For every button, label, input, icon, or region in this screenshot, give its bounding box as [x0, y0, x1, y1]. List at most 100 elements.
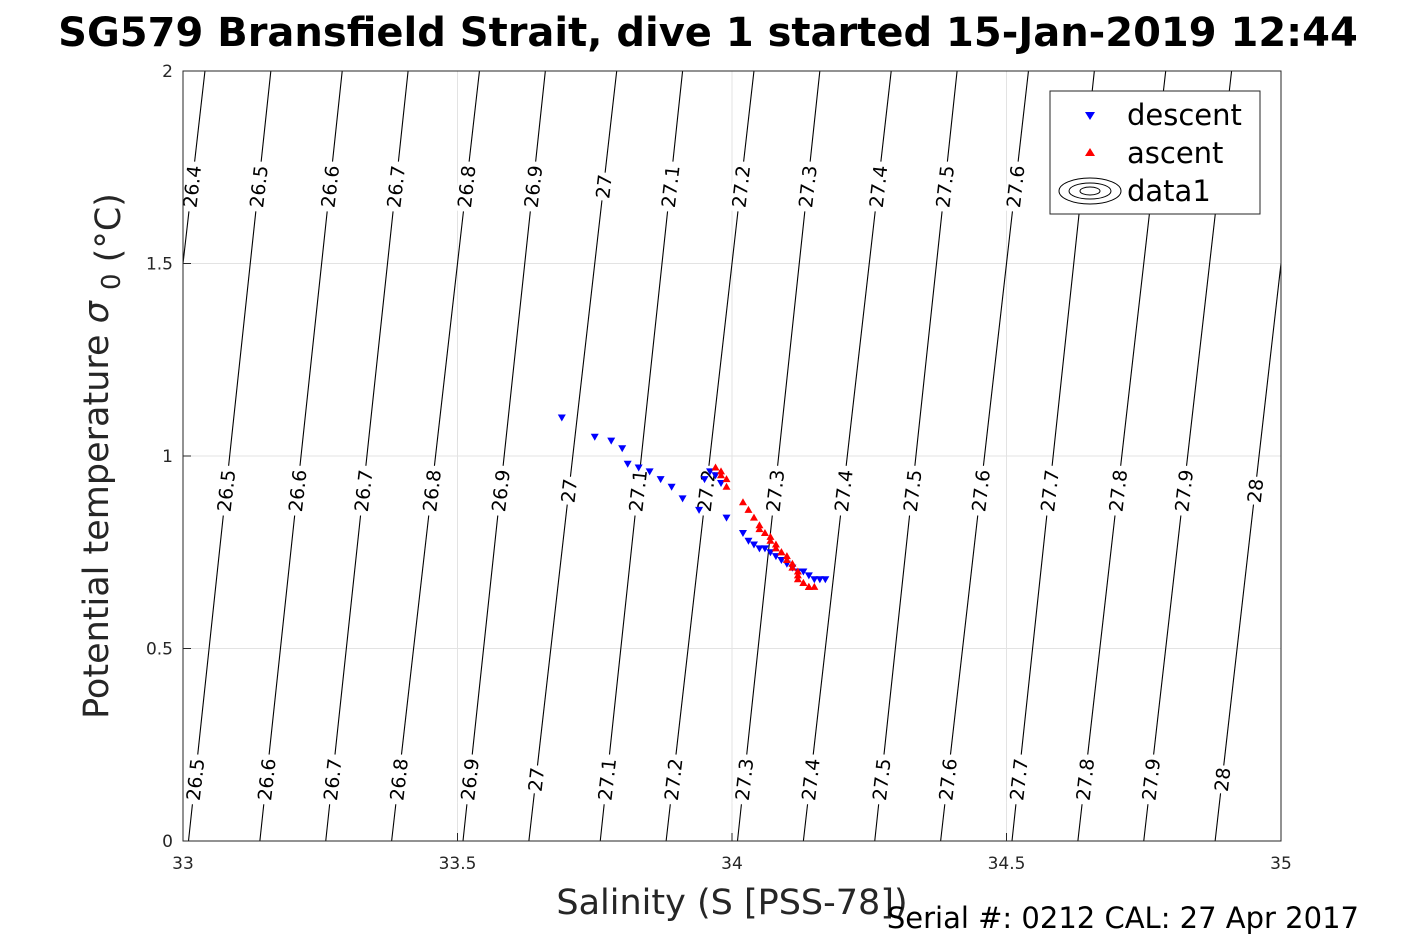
axis-ticks: 33 33.5 34 34.5 35 0 0.5 1 1.5 2: [146, 62, 1292, 874]
ascent-point: [810, 582, 819, 590]
contour-label-bg: [558, 475, 580, 506]
contour-label: 27.2: [694, 464, 720, 517]
contour-label-bg: [1073, 753, 1097, 806]
contour-label-text: 27.9: [1171, 468, 1198, 513]
contour-label-text: 27.6: [935, 757, 962, 802]
contour-label: 28: [1211, 764, 1235, 795]
contour-label-bg: [285, 464, 310, 517]
x-axis-label: Salinity (S [PSS-78]): [556, 883, 907, 923]
contour-label-bg: [763, 464, 787, 517]
contour-label-text: 27.3: [732, 757, 759, 802]
ascent-point: [788, 563, 797, 571]
y-tick-label: 1: [162, 447, 173, 467]
contour-label: 28: [1244, 475, 1269, 506]
descent-point: [678, 495, 687, 503]
contour-label-bg: [593, 171, 615, 202]
contour-label-bg: [246, 160, 271, 213]
contour-label: 27.3: [795, 160, 822, 213]
contour-label-bg: [521, 160, 545, 213]
contour-label: 27.6: [935, 753, 962, 806]
ascent-point: [782, 552, 791, 560]
contour-label-bg: [732, 753, 756, 806]
contour-label-bg: [183, 753, 207, 806]
descent-point: [645, 468, 654, 476]
contour-label-bg: [831, 464, 856, 517]
contour-label-text: 27: [525, 766, 550, 793]
contour-label: 27.4: [866, 160, 892, 213]
contour-label: 26.8: [419, 464, 446, 517]
contour-label: 26.6: [254, 753, 281, 806]
contour-label: 27.9: [1138, 753, 1165, 806]
y-axis-label: Potential temperature σ 0 (°C): [77, 193, 129, 719]
contour-label-text: 27.2: [728, 164, 755, 209]
descent-point: [755, 545, 764, 553]
contour-label-text: 26.9: [457, 757, 484, 802]
ascent-point: [777, 548, 786, 556]
contour-label: 27.2: [661, 753, 687, 806]
ascent-point: [717, 467, 726, 475]
contour-label-bg: [320, 753, 345, 806]
contour-label-bg: [1211, 764, 1233, 795]
contour-label-bg: [1006, 753, 1031, 806]
contour-label-text: 27.4: [831, 468, 858, 513]
contour-label-text: 26.8: [386, 757, 413, 802]
ascent-point: [722, 475, 731, 483]
contour-label-text: 27.6: [1003, 164, 1030, 209]
y-axis-label-main: Potential temperature: [77, 334, 117, 718]
contour-label: 27.9: [1171, 464, 1198, 517]
series-ascent: [711, 463, 819, 590]
ascent-point: [771, 544, 780, 552]
contour-label-bg: [180, 160, 204, 213]
svg-text:Potential temperature: Potential temperature σ 0 (°C): [77, 193, 129, 719]
contour-label: 27.8: [1073, 753, 1099, 806]
contour-label-bg: [1139, 753, 1163, 806]
contour-label: 27: [525, 764, 550, 795]
contour-label: 27.3: [732, 753, 759, 806]
ascent-point: [788, 559, 797, 567]
contour-label-text: 26.5: [246, 164, 273, 209]
descent-point: [623, 460, 632, 468]
contour-label-text: 26.8: [419, 468, 446, 513]
contour-label: 27.8: [1106, 464, 1132, 517]
x-tick-label: 35: [1270, 854, 1292, 874]
descent-point: [815, 576, 824, 584]
calibration-footer: Serial #: 0212 CAL: 27 Apr 2017: [887, 901, 1359, 935]
contour-label-text: 26.7: [320, 757, 347, 802]
ascent-point: [755, 525, 764, 533]
contour-label-text: 27.1: [658, 164, 685, 209]
legend-label-descent: descent: [1127, 98, 1242, 132]
contour-label-text: 27.1: [594, 757, 621, 802]
contour-label: 27.4: [831, 464, 858, 517]
legend-label-ascent: ascent: [1127, 136, 1223, 170]
descent-point: [590, 433, 599, 441]
chart-title: SG579 Bransfield Strait, dive 1 started …: [58, 10, 1358, 56]
contour-label-bg: [1171, 464, 1196, 517]
contour-label: 27.5: [869, 753, 896, 806]
descent-point: [744, 537, 753, 545]
contour-label: 27.7: [1037, 464, 1064, 517]
contour-label-bg: [383, 160, 408, 213]
contour-label-bg: [254, 753, 279, 806]
contour-label-text: 27.9: [1138, 757, 1165, 802]
descent-point: [799, 568, 808, 576]
contour-label: 27.3: [763, 464, 789, 517]
contour-label: 26.9: [521, 160, 547, 213]
contour-label: 26.6: [285, 464, 312, 517]
contour-label-bg: [1037, 464, 1062, 517]
contour-label-bg: [457, 753, 482, 806]
contour-label: 26.9: [488, 464, 515, 517]
contour-label-text: 27.7: [1037, 468, 1064, 513]
contour-label-text: 28: [1244, 478, 1269, 505]
contour-label-text: 26.7: [351, 468, 378, 513]
ascent-point: [793, 571, 802, 579]
ascent-point: [717, 471, 726, 479]
contour-label: 26.8: [454, 160, 481, 213]
contour-label-bg: [454, 160, 479, 213]
contour-label-bg: [658, 160, 683, 213]
contour-label-text: 26.4: [179, 164, 206, 209]
y-axis-label-unit: (°C): [89, 193, 129, 262]
contour-label-bg: [694, 464, 718, 517]
contour-label: 27.6: [968, 464, 995, 517]
contour-label: 27.7: [1006, 753, 1033, 806]
descent-point: [700, 476, 709, 484]
